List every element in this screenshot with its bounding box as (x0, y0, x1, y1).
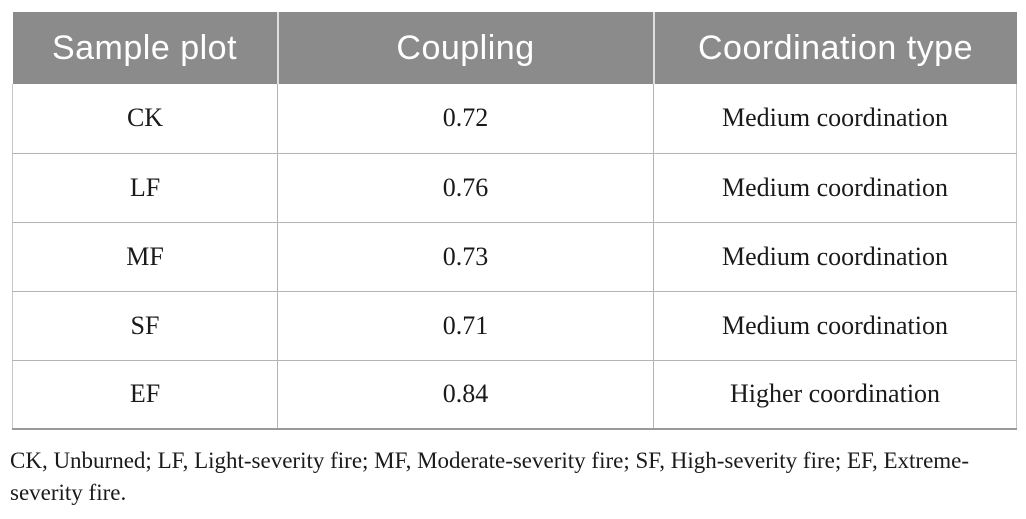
cell-sample-plot: LF (12, 152, 278, 223)
table-row: LF 0.76 Medium coordination (12, 152, 1017, 223)
cell-coupling-value: 0.73 (277, 221, 654, 292)
cell-coordination-type: Medium coordination (653, 84, 1017, 154)
cell-coordination-type: Higher coordination (653, 359, 1017, 430)
cell-coupling-value: 0.84 (277, 359, 654, 430)
coupling-coordination-table: Sample plot Coupling Coordination type C… (12, 12, 1017, 430)
table-header: Sample plot Coupling Coordination type (12, 12, 1017, 84)
cell-sample-plot: EF (12, 359, 278, 430)
column-header-coordination-type: Coordination type (653, 12, 1017, 84)
table-body: CK 0.72 Medium coordination LF 0.76 Medi… (12, 84, 1017, 430)
column-header-sample-plot: Sample plot (12, 12, 279, 84)
table-row: CK 0.72 Medium coordination (12, 84, 1017, 154)
column-header-coupling: Coupling (277, 12, 655, 84)
cell-sample-plot: MF (12, 221, 278, 292)
cell-coordination-type: Medium coordination (653, 152, 1017, 223)
cell-coupling-value: 0.76 (277, 152, 654, 223)
table-footnote: CK, Unburned; LF, Light-severity fire; M… (10, 448, 970, 506)
header-row: Sample plot Coupling Coordination type (12, 12, 1017, 84)
table-row: SF 0.71 Medium coordination (12, 290, 1017, 361)
cell-coupling-value: 0.72 (277, 84, 654, 154)
cell-coordination-type: Medium coordination (653, 290, 1017, 361)
cell-coordination-type: Medium coordination (653, 221, 1017, 292)
cell-coupling-value: 0.71 (277, 290, 654, 361)
table-row: MF 0.73 Medium coordination (12, 221, 1017, 292)
cell-sample-plot: CK (12, 84, 278, 154)
table-row: EF 0.84 Higher coordination (12, 359, 1017, 430)
cell-sample-plot: SF (12, 290, 278, 361)
